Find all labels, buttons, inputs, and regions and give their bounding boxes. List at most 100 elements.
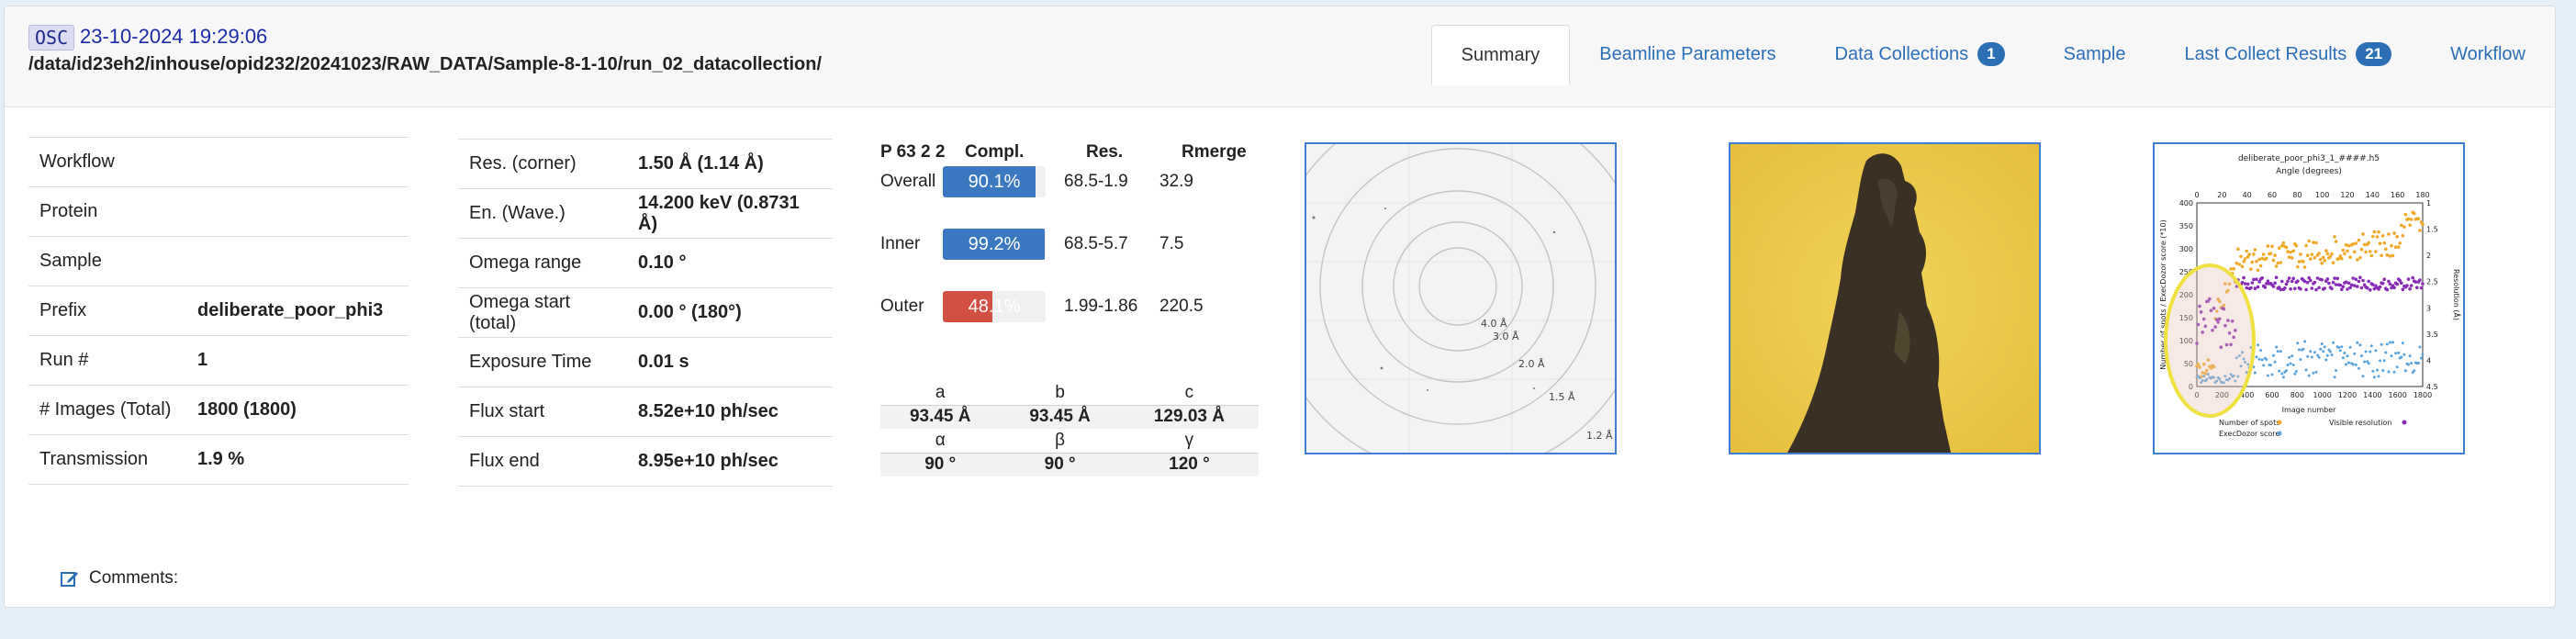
crystal-svg (1730, 144, 2039, 453)
data-collections-count-badge: 1 (1977, 42, 2005, 66)
param-value: 8.95e+10 ph/sec (627, 436, 833, 487)
series-spots-point (2284, 245, 2289, 250)
series-score-point (2385, 342, 2389, 346)
series-res-point (2409, 284, 2414, 287)
series-spots-point (2412, 211, 2416, 216)
series-spots-point (2291, 249, 2295, 253)
series-spots-point (2305, 253, 2310, 257)
table-row: 90 ° 90 ° 120 ° (880, 452, 1259, 476)
series-score-point (2314, 370, 2318, 374)
top-tick-label: 60 (2268, 191, 2277, 199)
tab-sample[interactable]: Sample (2063, 43, 2126, 64)
series-res-point (2351, 276, 2355, 280)
series-score-point (2341, 356, 2345, 360)
series-res-point (2419, 286, 2424, 290)
series-res-point (2208, 297, 2212, 301)
series-res-point (2255, 277, 2258, 281)
series-score-point (2388, 341, 2391, 344)
series-spots-point (2328, 254, 2333, 259)
series-spots-point (2343, 252, 2346, 256)
diffraction-image[interactable]: 4.0 Å 3.0 Å 2.0 Å 1.5 Å 1.2 Å (1305, 142, 1617, 454)
table-row: 93.45 Å 93.45 Å 129.03 Å (880, 404, 1259, 429)
table-row: # Images (Total) 1800 (1800) (28, 385, 409, 435)
series-score-point (2353, 352, 2357, 355)
series-res-point (2392, 286, 2396, 290)
series-spots-point (2273, 253, 2277, 257)
tab-beamline-parameters[interactable]: Beamline Parameters (1599, 43, 1776, 64)
plot-ylabel-left: Number of spots / ExecDozor score (*10) (2159, 219, 2167, 369)
rmerge-header: Rmerge (1182, 142, 1247, 162)
tab-data-collections[interactable]: Data Collections 1 (1806, 25, 2034, 84)
series-spots-point (2377, 230, 2380, 234)
series-spots-point (2409, 218, 2414, 221)
series-score-point (2309, 350, 2313, 353)
edit-icon[interactable] (60, 568, 80, 589)
cell-value: 120 ° (1119, 452, 1259, 476)
collection-plot[interactable]: deliberate_poor_phi3_1_####.h5 Angle (de… (2153, 142, 2465, 454)
series-score-point (2379, 359, 2382, 363)
table-row: En. (Wave.) 14.200 keV (0.8731 Å) (458, 188, 833, 239)
right-tick-label: 2.5 (2426, 278, 2438, 286)
completeness-bar: 90.1% (943, 166, 1046, 197)
series-res-point (2358, 275, 2362, 279)
table-row: Run #1 (28, 335, 409, 386)
series-score-point (2281, 376, 2285, 379)
series-spots-point (2257, 257, 2261, 262)
series-spots-point (2297, 260, 2302, 263)
series-res-point (2222, 307, 2226, 311)
series-score-point (2392, 370, 2396, 374)
bottom-tick-label: 1600 (2388, 391, 2406, 399)
series-res-point (2283, 286, 2287, 290)
series-spots-point (2234, 261, 2239, 265)
param-label: Omega start (total) (458, 287, 627, 338)
series-score-point (2200, 381, 2203, 385)
series-spots-point (2398, 241, 2402, 245)
legend-spots-marker (2277, 420, 2282, 425)
series-score-point (2382, 359, 2386, 363)
comments-label: Comments: (89, 568, 179, 588)
right-tick-label: 4 (2426, 356, 2431, 364)
table-row: Omega range 0.10 ° (458, 238, 833, 288)
collection-path: /data/id23eh2/inhouse/opid232/20241023/R… (28, 54, 823, 74)
series-res-point (2226, 319, 2230, 322)
param-value: 0.00 ° (180°) (627, 287, 833, 338)
series-score-point (2273, 360, 2277, 364)
tab-workflow[interactable]: Workflow (2450, 43, 2526, 64)
param-label: Flux start (458, 387, 627, 437)
series-res-point (2414, 280, 2418, 284)
series-score-point (2242, 357, 2246, 361)
series-spots-point (2317, 252, 2321, 255)
crystal-snapshot[interactable] (1729, 142, 2041, 454)
last-collect-count-badge: 21 (2356, 42, 2392, 66)
completeness-fill (943, 166, 1036, 197)
series-res-point (2408, 286, 2412, 291)
table-row: Protein (28, 186, 409, 237)
series-res-point (2203, 324, 2208, 329)
param-label: Flux end (458, 436, 627, 487)
series-res-point (2287, 276, 2291, 280)
tab-summary[interactable]: Summary (1430, 25, 1571, 85)
res-header: Res. (1086, 142, 1124, 162)
series-score-point (2319, 347, 2323, 351)
series-score-point (2337, 346, 2341, 349)
series-res-point (2320, 278, 2324, 282)
top-tick-label: 140 (2366, 191, 2380, 199)
series-spots-point (2358, 256, 2362, 260)
series-res-point (2234, 329, 2237, 332)
series-spots-point (2351, 242, 2355, 246)
series-score-point (2222, 381, 2225, 385)
series-score-point (2369, 344, 2373, 348)
bottom-tick-label: 1200 (2338, 391, 2357, 399)
series-spots-point (2232, 267, 2235, 271)
legend-spots: Number of spots (2219, 419, 2279, 427)
series-spots-point (2392, 231, 2396, 235)
tab-last-collect-results[interactable]: Last Collect Results 21 (2155, 25, 2421, 84)
series-score-point (2347, 361, 2350, 364)
series-score-point (2255, 355, 2258, 359)
series-spots-point (2249, 267, 2253, 271)
series-score-point (2363, 360, 2367, 364)
series-spots-point (2201, 362, 2206, 366)
series-spots-point (2390, 243, 2393, 248)
series-spots-point (2380, 253, 2383, 258)
series-score-point (2218, 377, 2222, 381)
